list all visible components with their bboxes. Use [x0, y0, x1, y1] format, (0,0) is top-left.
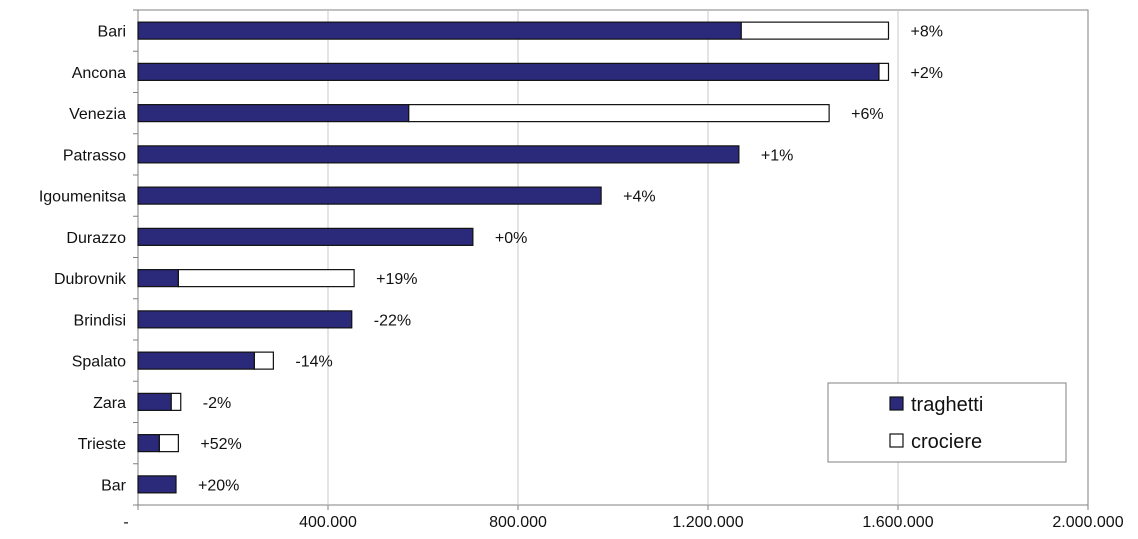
category-label-ancona: Ancona [72, 65, 126, 82]
x-tick-label-0: - [123, 514, 128, 531]
bars [137, 21, 890, 494]
category-label-brindisi: Brindisi [74, 312, 126, 329]
x-tick-label-1: 400.000 [299, 514, 357, 531]
x-tick-label-4: 1.600.000 [862, 514, 933, 531]
bar-bari-crociere [740, 21, 890, 40]
change-label-dubrovnik: +19% [376, 271, 417, 288]
category-label-venezia: Venezia [69, 106, 126, 123]
legend: traghetti crociere [827, 382, 1067, 463]
legend-box [827, 382, 1067, 463]
bar-venezia-crociere [408, 104, 830, 123]
change-label-durazzo: +0% [495, 230, 527, 247]
category-label-bar: Bar [101, 477, 127, 494]
x-tick-label-3: 1.200.000 [672, 514, 743, 531]
bar-zara-traghetti [137, 392, 172, 411]
bar-spalato-crociere [253, 351, 274, 370]
change-label-spalato: -14% [295, 354, 332, 371]
bar-bari-traghetti [137, 21, 742, 40]
change-label-patrasso: +1% [761, 147, 793, 164]
bar-brindisi-traghetti [137, 310, 353, 329]
category-label-spalato: Spalato [72, 354, 126, 371]
bar-dubrovnik-crociere [177, 269, 355, 288]
x-tick-label-2: 800.000 [489, 514, 547, 531]
bar-ancona-traghetti [137, 62, 880, 81]
bar-trieste-traghetti [137, 434, 160, 453]
bar-trieste-crociere [158, 434, 179, 453]
change-label-brindisi: -22% [374, 312, 411, 329]
x-tick-label-5: 2.000.000 [1052, 514, 1123, 531]
category-label-durazzo: Durazzo [66, 230, 126, 247]
change-label-trieste: +52% [200, 436, 241, 453]
change-label-igoumenitsa: +4% [623, 189, 655, 206]
bar-zara-crociere [170, 392, 182, 411]
change-labels: +8% +2% +6% +1% +4% +0% +19% -22% -14% -2% +52% +20… [198, 24, 943, 495]
legend-label-traghetti: traghetti [911, 394, 983, 416]
category-label-igoumenitsa: Igoumenitsa [39, 189, 126, 206]
legend-label-crociere: crociere [911, 431, 982, 453]
change-label-zara: -2% [203, 395, 231, 412]
change-label-ancona: +2% [911, 65, 943, 82]
bar-bar-traghetti [137, 475, 177, 494]
bar-venezia-traghetti [137, 104, 410, 123]
bar-igoumenitsa-traghetti [137, 186, 602, 205]
bar-ancona-crociere [878, 62, 890, 81]
category-label-dubrovnik: Dubrovnik [54, 271, 127, 288]
x-axis-ticks: - 400.000 800.000 1.200.000 1.600.000 2.000.0… [123, 9, 1124, 531]
category-label-bari: Bari [98, 24, 126, 41]
category-label-trieste: Trieste [78, 436, 126, 453]
legend-swatch-traghetti [889, 396, 904, 411]
category-label-zara: Zara [93, 395, 126, 412]
legend-swatch-crociere [889, 433, 904, 448]
change-label-bar: +20% [198, 477, 239, 494]
category-label-patrasso: Patrasso [63, 147, 126, 164]
bar-spalato-traghetti [137, 351, 255, 370]
change-label-venezia: +6% [851, 106, 883, 123]
bar-patrasso-traghetti [137, 145, 740, 164]
bar-durazzo-traghetti [137, 227, 474, 246]
gridlines [327, 10, 899, 505]
bar-dubrovnik-traghetti [137, 269, 179, 288]
category-labels: Bari Ancona Venezia Patrasso Igoumenitsa Dura… [39, 24, 127, 495]
change-label-bari: +8% [911, 24, 943, 41]
